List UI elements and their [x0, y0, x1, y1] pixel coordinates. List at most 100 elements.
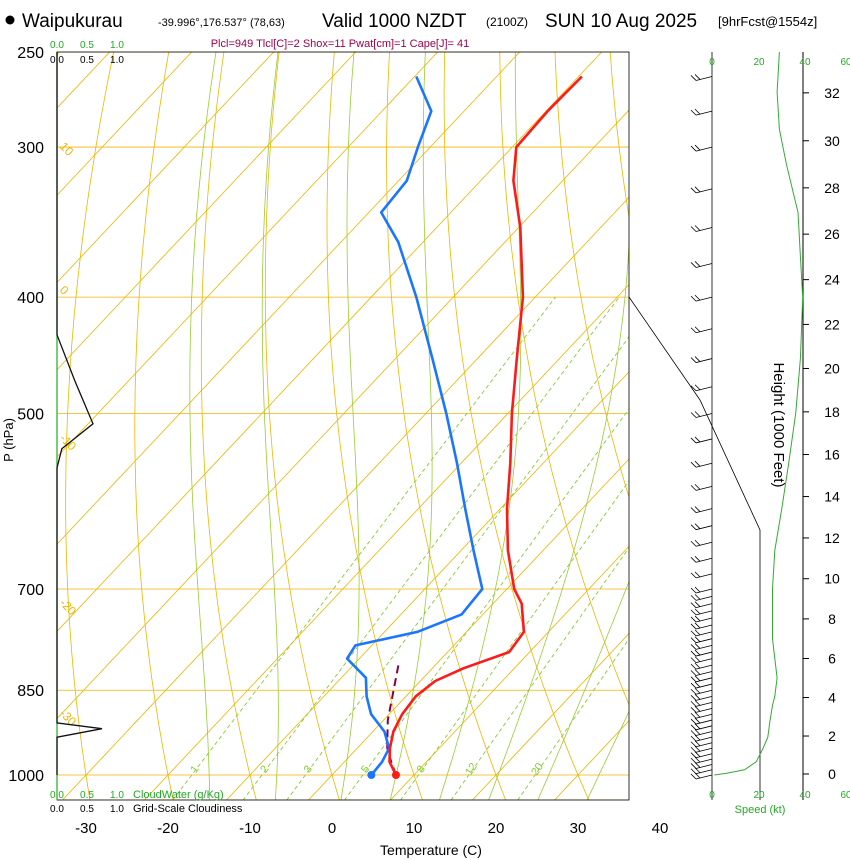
- wind-barb-shaft: [695, 462, 713, 468]
- wind-barb-shaft: [695, 774, 713, 780]
- wind-barb: [690, 586, 713, 594]
- wind-barb-flag: [694, 706, 701, 712]
- wind-barb-flag: [690, 741, 697, 748]
- wind-barb-shaft: [695, 731, 713, 736]
- wind-barb: [690, 411, 713, 418]
- cloudwater-bottom-tick: 0.5: [80, 790, 94, 801]
- wind-barb-flag: [690, 145, 697, 152]
- wind-barb-flag: [690, 637, 697, 643]
- wind-barb-shaft: [695, 541, 713, 547]
- wind-barb-flag: [694, 662, 701, 669]
- isotherm-line: [637, 52, 850, 800]
- dry-adiabat: [326, 52, 423, 800]
- cloudiness-axis-label: Grid-Scale Cloudiness: [133, 803, 243, 815]
- wind-barb-shaft: [695, 764, 713, 769]
- speed-top-tick: 40: [799, 57, 811, 68]
- wind-barb-flag: [690, 718, 697, 725]
- wind-barb: [690, 436, 713, 444]
- wind-barb-flag: [690, 670, 697, 676]
- wind-barb-shaft: [695, 413, 713, 418]
- wind-barb-shaft: [695, 557, 713, 563]
- wind-barb-flag: [694, 460, 701, 467]
- wind-barb-flag: [690, 524, 697, 530]
- wind-barb-shaft: [695, 188, 713, 194]
- wind-barb-flag: [690, 707, 697, 713]
- wind-barb-shaft: [695, 76, 713, 81]
- wind-barb: [690, 601, 713, 609]
- wind-barb-shaft: [695, 769, 713, 775]
- height-tick-label: 26: [824, 226, 840, 242]
- height-tick-label: 2: [828, 728, 836, 744]
- wind-barb-flag: [690, 712, 697, 719]
- wind-barb: [690, 745, 713, 753]
- wind-barb-shaft: [695, 631, 713, 637]
- wind-barb-flag: [690, 735, 697, 742]
- wind-barb: [690, 261, 713, 268]
- wind-barb-flag: [690, 724, 697, 731]
- wind-barb-shaft: [695, 386, 713, 392]
- wind-barb-shaft: [695, 525, 713, 531]
- isotherm-line: [390, 545, 629, 800]
- wind-barb-flag: [694, 622, 701, 629]
- wind-barb: [690, 729, 713, 736]
- wind-barb: [690, 186, 713, 194]
- valid-time: Valid 1000 NZDT: [322, 11, 467, 32]
- wind-barb-flag: [690, 540, 697, 547]
- wind-barb-flag: [694, 539, 701, 546]
- wind-barb-flag: [690, 746, 697, 753]
- surface-dewpoint-dot: [367, 771, 376, 779]
- height-tick-label: 4: [828, 690, 836, 706]
- wind-barb: [690, 74, 713, 81]
- dry-adiabat: [499, 52, 629, 706]
- wind-barb-shaft: [695, 753, 713, 759]
- wind-barb-flag: [694, 74, 701, 80]
- height-tick-label: 12: [824, 530, 840, 546]
- mixing-ratio-label: 1: [188, 763, 201, 775]
- isotherm-line: [57, 52, 602, 632]
- station-coords: -39.996°,176.537° (78,63): [158, 17, 285, 29]
- wind-barb-flag: [694, 756, 701, 763]
- wind-barb: [690, 669, 713, 676]
- height-tick-label: 32: [824, 85, 840, 101]
- wind-barb-flag: [690, 682, 697, 689]
- wind-barb-flag: [690, 657, 697, 663]
- wind-barb-flag: [690, 557, 697, 563]
- wind-barb-flag: [694, 700, 701, 706]
- wind-barb-shaft: [695, 671, 713, 676]
- height-tick-label: 14: [824, 489, 840, 505]
- wind-barb-flag: [690, 701, 697, 707]
- wind-barb-flag: [694, 745, 701, 752]
- wind-barb-shaft: [695, 695, 713, 701]
- wind-barb-shaft: [695, 664, 713, 670]
- wind-barb-flag: [694, 601, 701, 607]
- speed-top-tick: 60: [840, 57, 850, 68]
- wind-barb-shaft: [695, 651, 713, 657]
- mixing-ratio-line: [517, 638, 629, 800]
- wind-barb: [690, 717, 713, 725]
- x-axis-title: Temperature (C): [380, 842, 482, 858]
- temperature-tick-label: -20: [157, 820, 179, 837]
- height-tick-label: 18: [824, 404, 840, 420]
- wind-barb-flag: [694, 717, 701, 724]
- dry-adiabat: [65, 52, 115, 800]
- wind-barb-shaft: [695, 747, 713, 753]
- wind-barb-flag: [694, 294, 701, 301]
- wind-barb-flag: [694, 261, 701, 267]
- wind-barb-flag: [690, 357, 697, 363]
- forecast-info: [9hrFcst@1554z]: [718, 14, 817, 29]
- wind-barb-flag: [690, 385, 697, 392]
- pressure-tick-label: 300: [17, 140, 44, 157]
- wind-barb-shaft: [695, 677, 713, 683]
- dry-adiabat: [264, 52, 340, 800]
- cloudiness-bottom-tick: 0.0: [50, 804, 64, 815]
- temperature-tick-label: 40: [652, 820, 669, 837]
- wind-barb-shaft: [695, 110, 713, 116]
- cloudiness-bottom-tick: 1.0: [110, 804, 124, 815]
- wind-barb-shaft: [695, 595, 713, 601]
- wind-barb-flag: [694, 656, 701, 662]
- wind-barb-flag: [694, 734, 701, 741]
- wind-barb-flag: [694, 643, 701, 649]
- surface-temperature-dot: [391, 771, 400, 779]
- wind-barb-flag: [694, 523, 701, 529]
- moist-adiabat: [488, 238, 629, 800]
